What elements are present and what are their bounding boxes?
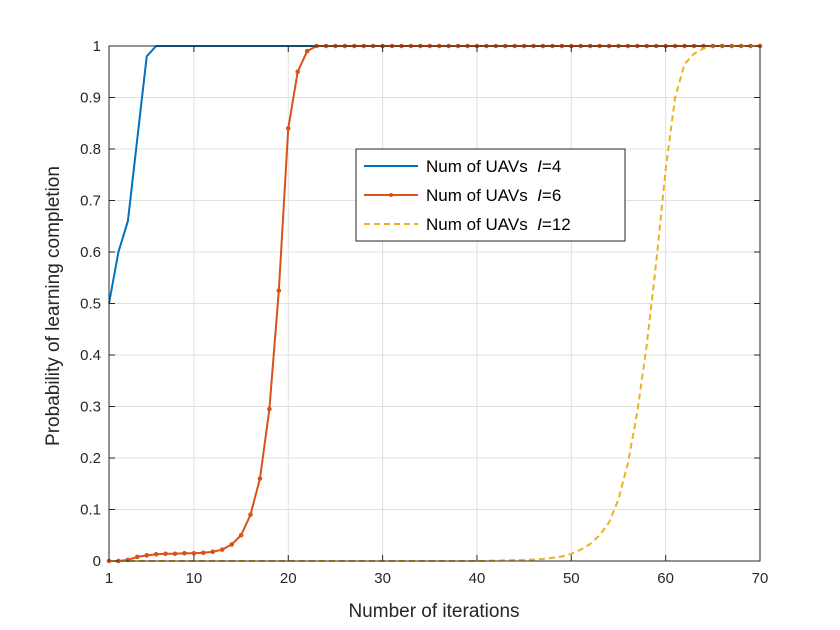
y-tick-label: 0.7 xyxy=(80,193,101,210)
legend-label-var: I xyxy=(537,157,542,176)
series-point-2 xyxy=(201,550,206,556)
legend-label-3: Num of UAVs I=12 xyxy=(426,215,571,234)
x-tick-label: 70 xyxy=(752,570,769,587)
x-tick-label: 50 xyxy=(563,570,580,587)
legend-label-2: Num of UAVs I=6 xyxy=(426,186,561,205)
x-tick-label: 40 xyxy=(469,570,486,587)
x-tick-label: 10 xyxy=(186,570,203,587)
y-axis-label: Probability of learning completion xyxy=(43,166,64,446)
series-point-2 xyxy=(229,542,234,547)
x-axis-label: Number of iterations xyxy=(348,601,519,622)
series-point-2 xyxy=(191,550,197,556)
y-tick-label: 0 xyxy=(93,553,101,570)
legend-label-1: Num of UAVs I=4 xyxy=(426,157,561,176)
legend-label-name: Num of UAVs xyxy=(426,215,537,234)
legend-label-name: Num of UAVs xyxy=(426,157,537,176)
y-tick-label: 0.9 xyxy=(80,90,101,107)
legend-label-var: I xyxy=(537,215,542,234)
series-point-2 xyxy=(153,552,159,557)
y-tick-label: 0.6 xyxy=(80,244,101,261)
y-tick-label: 0.5 xyxy=(80,296,101,313)
series-point-2 xyxy=(172,551,178,557)
series-point-2 xyxy=(210,549,216,555)
series-point-2 xyxy=(219,547,225,552)
series-point-2 xyxy=(304,48,310,54)
series-point-2 xyxy=(182,550,187,556)
series-point-2 xyxy=(248,512,253,517)
legend-marker-2 xyxy=(389,193,393,197)
series-3 xyxy=(109,45,760,562)
legend-label-name: Num of UAVs xyxy=(426,186,537,205)
series-point-2 xyxy=(238,532,244,538)
legend-label-var: I xyxy=(537,186,542,205)
y-tick-label: 0.1 xyxy=(80,502,101,519)
series-point-2 xyxy=(267,406,272,412)
series-point-2 xyxy=(276,288,282,293)
plot-area: 1 10 20 30 40 50 60 70 0 0.1 0.2 0.3 0.4 0.5 0.6 0.7 0.8… xyxy=(80,38,768,587)
series-point-2 xyxy=(135,554,140,560)
x-tick-label: 60 xyxy=(657,570,674,587)
x-tick-label: 1 xyxy=(105,570,113,587)
x-tick-label: 20 xyxy=(280,570,297,587)
legend-label-value: =12 xyxy=(542,215,571,234)
series-point-2 xyxy=(295,69,300,75)
series-point-2 xyxy=(144,553,150,558)
y-tick-label: 0.4 xyxy=(80,347,101,364)
legend-label-value: =4 xyxy=(542,157,561,176)
x-tick-label: 30 xyxy=(374,570,391,587)
series-point-2 xyxy=(285,126,291,131)
series-line-3 xyxy=(109,45,760,562)
series-point-2 xyxy=(163,551,168,557)
y-tick-label: 0.3 xyxy=(80,399,101,416)
series-point-2 xyxy=(257,476,263,481)
y-tick-label: 0.2 xyxy=(80,450,101,467)
y-tick-label: 1 xyxy=(93,38,101,55)
legend-label-value: =6 xyxy=(542,186,561,205)
y-tick-label: 0.8 xyxy=(80,141,101,158)
